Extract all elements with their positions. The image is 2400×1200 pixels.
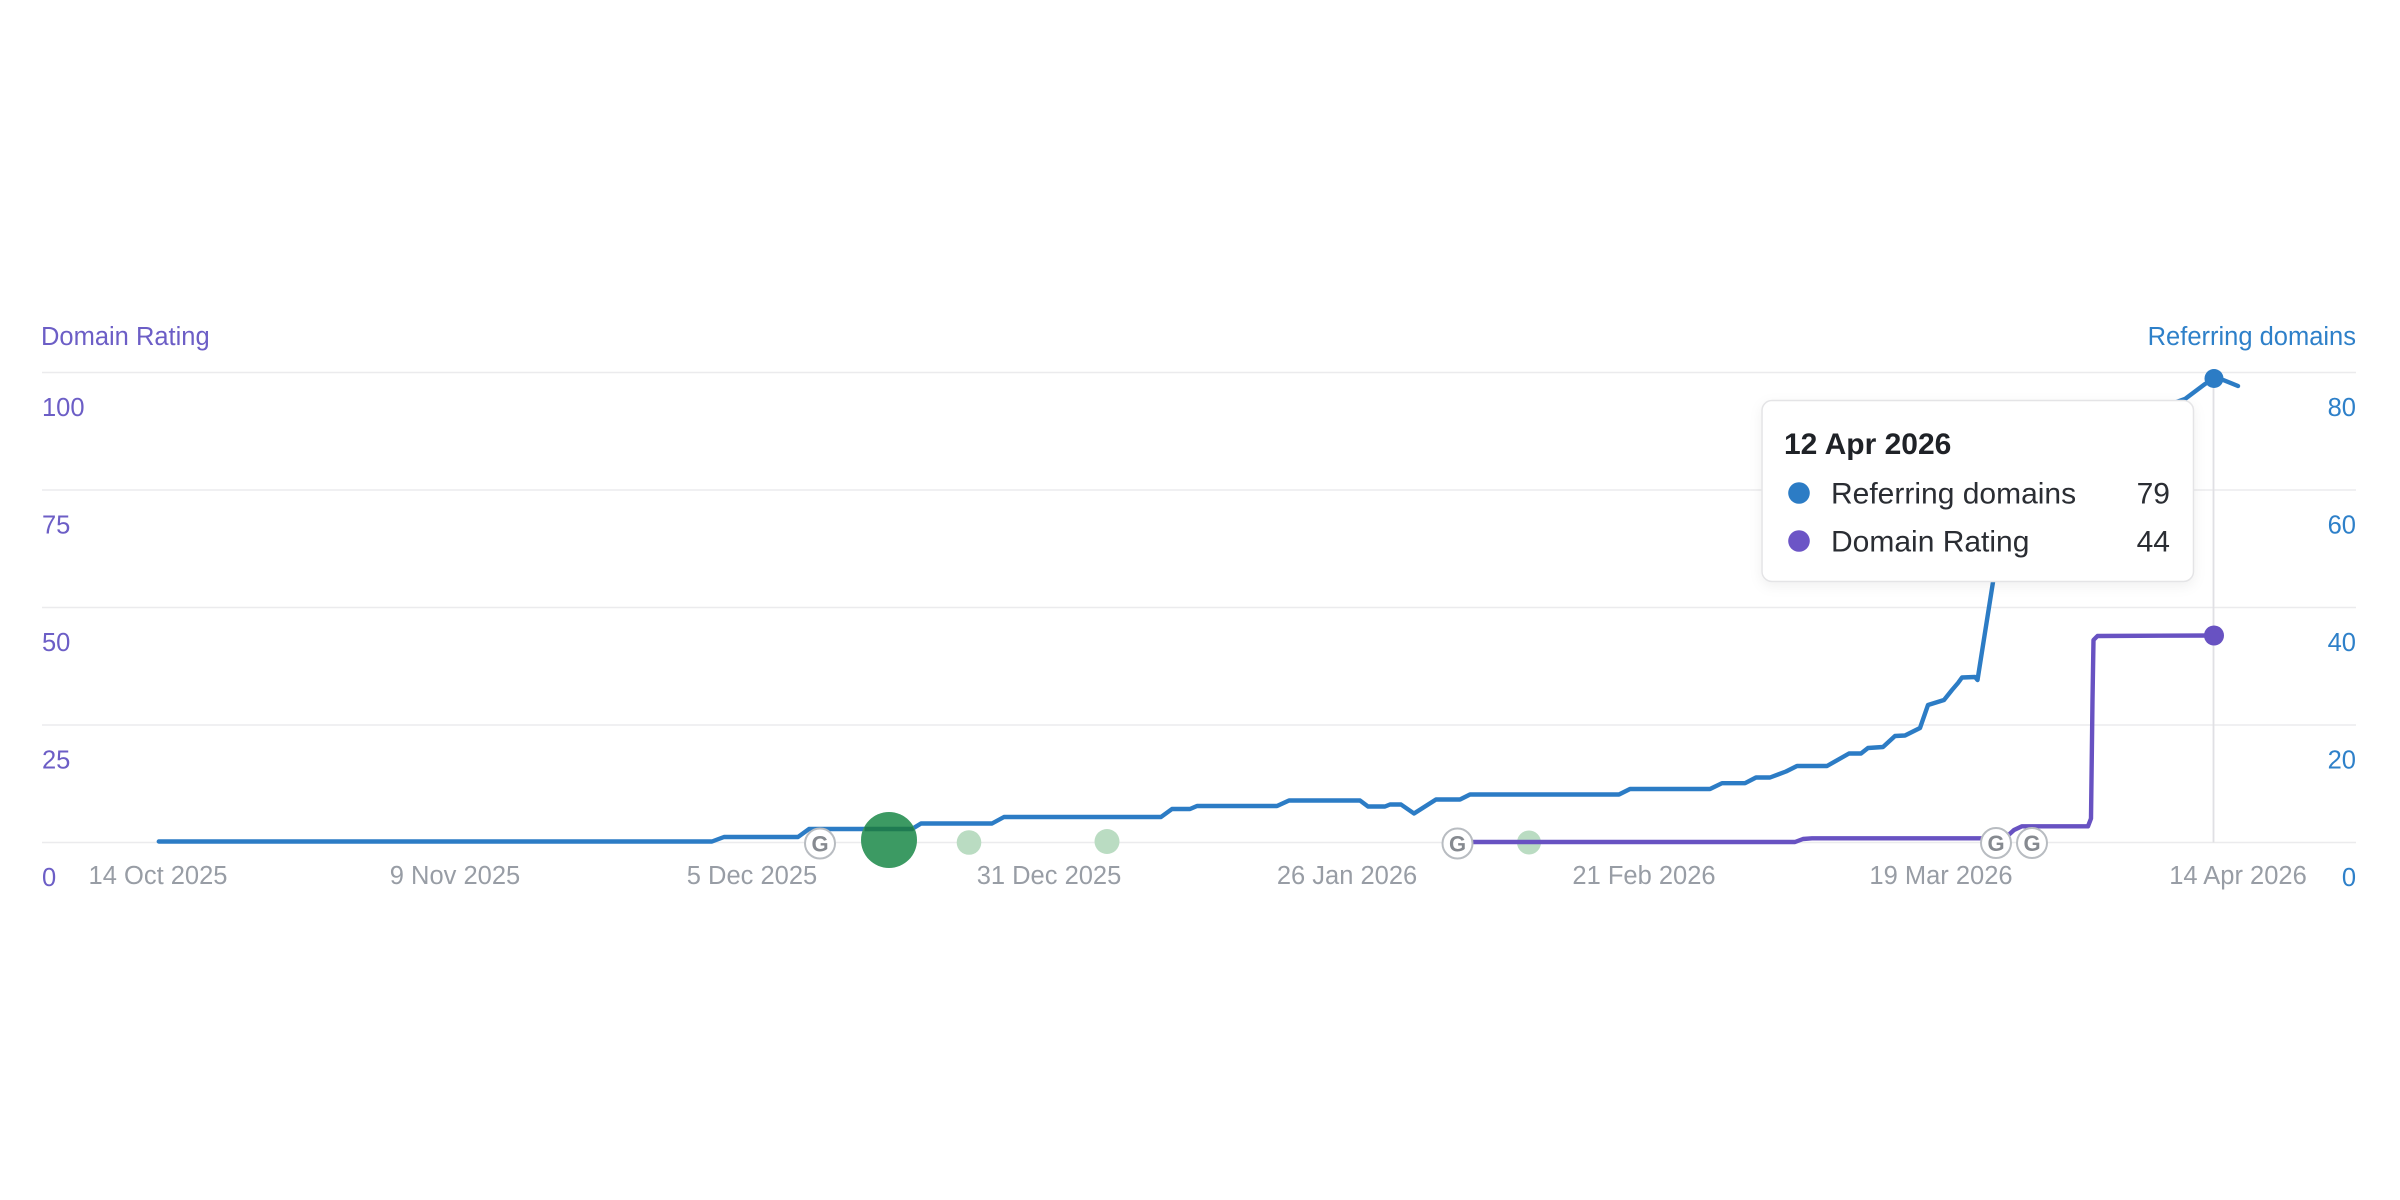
svg-text:Referring domains: Referring domains [1831, 478, 2076, 511]
svg-text:44: 44 [2137, 526, 2170, 559]
svg-text:40: 40 [2328, 629, 2356, 657]
svg-text:G: G [811, 832, 828, 857]
svg-text:G: G [1987, 831, 2004, 856]
svg-text:26 Jan 2026: 26 Jan 2026 [1277, 862, 1417, 890]
svg-text:Domain Rating: Domain Rating [1831, 526, 2029, 559]
svg-text:25: 25 [42, 747, 70, 775]
svg-text:100: 100 [42, 394, 85, 422]
svg-text:G: G [1449, 832, 1466, 857]
svg-text:50: 50 [42, 629, 70, 657]
svg-text:14 Oct 2025: 14 Oct 2025 [89, 862, 228, 890]
svg-text:14 Apr 2026: 14 Apr 2026 [2169, 862, 2307, 890]
svg-text:9 Nov 2025: 9 Nov 2025 [390, 862, 520, 890]
svg-text:20: 20 [2328, 747, 2356, 775]
svg-text:5 Dec 2025: 5 Dec 2025 [687, 862, 817, 890]
svg-text:80: 80 [2328, 394, 2356, 422]
svg-text:0: 0 [42, 864, 56, 892]
svg-text:31 Dec 2025: 31 Dec 2025 [977, 862, 1122, 890]
svg-text:75: 75 [42, 512, 70, 540]
svg-text:Referring domains: Referring domains [2148, 323, 2356, 351]
svg-text:60: 60 [2328, 512, 2356, 540]
svg-text:0: 0 [2342, 864, 2356, 892]
svg-text:79: 79 [2137, 478, 2170, 511]
svg-text:G: G [2023, 831, 2040, 856]
svg-text:21 Feb 2026: 21 Feb 2026 [1572, 862, 1715, 890]
svg-text:Domain Rating: Domain Rating [41, 323, 210, 351]
svg-text:12 Apr 2026: 12 Apr 2026 [1784, 428, 1951, 461]
svg-text:19 Mar 2026: 19 Mar 2026 [1869, 862, 2012, 890]
